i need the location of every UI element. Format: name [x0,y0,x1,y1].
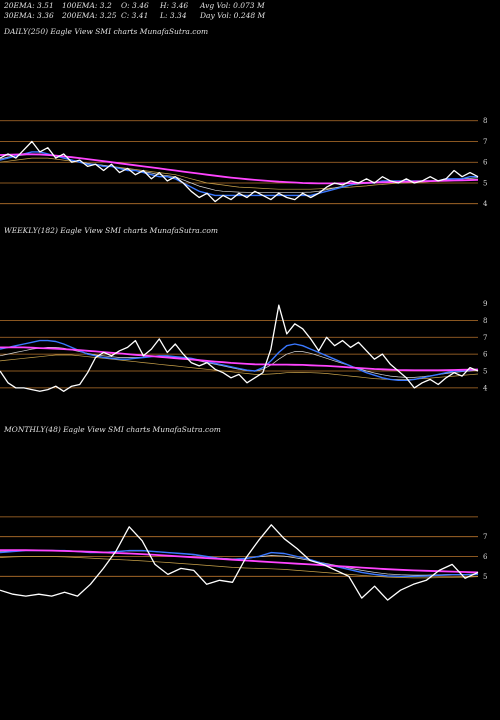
weekly-ytick-label: 9 [483,300,487,308]
weekly-series-ema-mid [0,347,479,378]
weekly-ytick-label: 4 [483,384,488,392]
header-low: L: 3.34 [159,11,187,20]
monthly-panel-title: MONTHLY(48) Eagle View SMI charts Munafa… [3,425,221,434]
daily-ytick-label: 5 [483,179,487,187]
header-ema200: 200EMA: 3.25 [61,11,117,20]
weekly-ytick-label: 8 [483,317,487,325]
weekly-ytick-label: 6 [483,351,488,359]
weekly-panel-title: WEEKLY(182) Eagle View SMI charts Munafa… [4,226,218,235]
weekly-ytick-label: 7 [483,334,487,342]
weekly-ytick-label: 5 [483,368,487,376]
monthly-ytick-label: 6 [483,553,488,561]
header-avg-vol: Avg Vol: 0.073 M [199,1,265,10]
header-ema100: 100EMA: 3.2 [62,1,112,10]
header-day-vol: Day Vol: 0.248 M [199,11,266,20]
monthly-series-price [0,524,479,601]
weekly-series-ema-tan [0,354,479,380]
daily-chart-panel: 8 7 6 5 4 [0,117,488,208]
daily-ytick-label: 6 [483,159,488,167]
daily-series-price [0,140,479,203]
daily-panel-title: DAILY(250) Eagle View SMI charts MunafaS… [3,27,208,36]
header-close: C: 3.41 [121,11,148,20]
weekly-series-ema-long [0,346,479,372]
weekly-series-price [0,304,479,392]
daily-ytick-label: 7 [483,138,487,146]
header-ema30: 30EMA: 3.36 [4,11,54,20]
monthly-chart-panel: 7 6 5 [0,516,488,601]
weekly-chart-panel: 9 8 7 6 5 4 [0,300,488,392]
daily-series-ema-short [0,151,478,197]
daily-ytick-label: 4 [483,200,488,208]
monthly-ytick-label: 5 [483,573,487,581]
monthly-ytick-label: 7 [483,533,487,541]
quote-header: 20EMA: 3.51 100EMA: 3.2 O: 3.46 H: 3.46 … [3,1,266,20]
daily-ytick-label: 8 [483,117,487,125]
monthly-series-ema-tan [0,556,479,579]
daily-series-ema-long [0,153,479,185]
header-open: O: 3.46 [121,1,149,10]
header-high: H: 3.46 [159,1,188,10]
monthly-series-ema-long [0,549,479,574]
header-ema20: 20EMA: 3.51 [3,1,54,10]
